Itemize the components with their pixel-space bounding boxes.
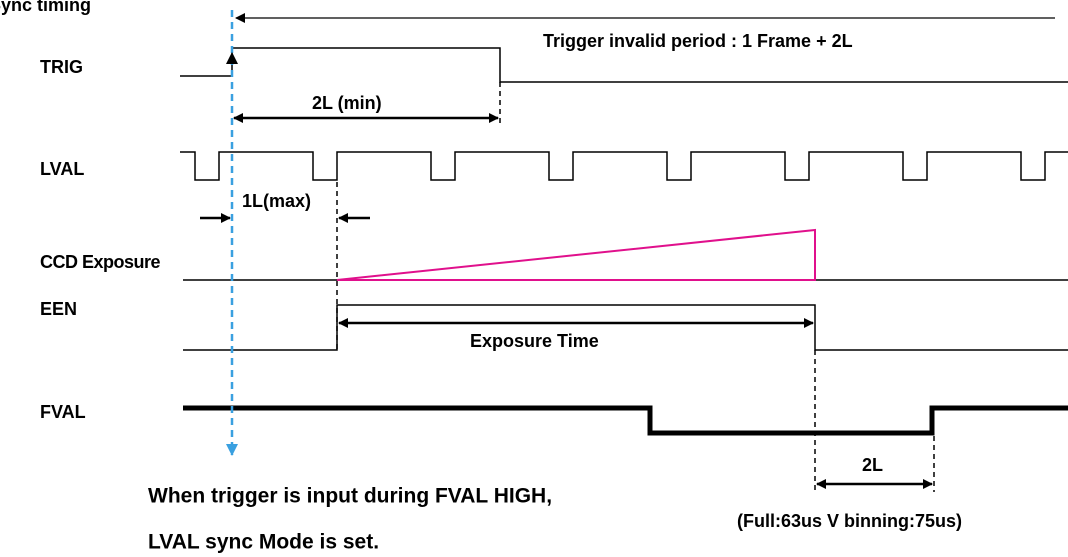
- trigger-edge-arrow: [226, 52, 238, 64]
- note-line: LVAL sync Mode is set.: [148, 531, 379, 554]
- een-waveform: [183, 304, 1068, 351]
- signal-label: CCD Exposure: [40, 252, 161, 272]
- exposure-time-label: Exposure Time: [470, 331, 599, 351]
- signal-label: FVAL: [40, 402, 86, 422]
- lval-waveform: [180, 151, 1068, 181]
- title: Sync timing: [0, 0, 91, 15]
- note-line: When trigger is input during FVAL HIGH,: [148, 485, 552, 508]
- trigger-invalid-label: Trigger invalid period : 1 Frame + 2L: [543, 31, 853, 51]
- exposure-ramp: [336, 228, 816, 281]
- two-l-label: 2L: [862, 455, 883, 475]
- two-l-min-label: 2L (min): [312, 93, 382, 113]
- signal-label: EEN: [40, 299, 77, 319]
- signal-label: LVAL: [40, 159, 84, 179]
- trig-waveform: [180, 47, 1068, 83]
- signal-label: TRIG: [40, 57, 83, 77]
- one-l-max-label: 1L(max): [242, 191, 311, 211]
- timing-note: (Full:63us V binning:75us): [737, 511, 962, 531]
- fval-waveform: [183, 405, 1068, 436]
